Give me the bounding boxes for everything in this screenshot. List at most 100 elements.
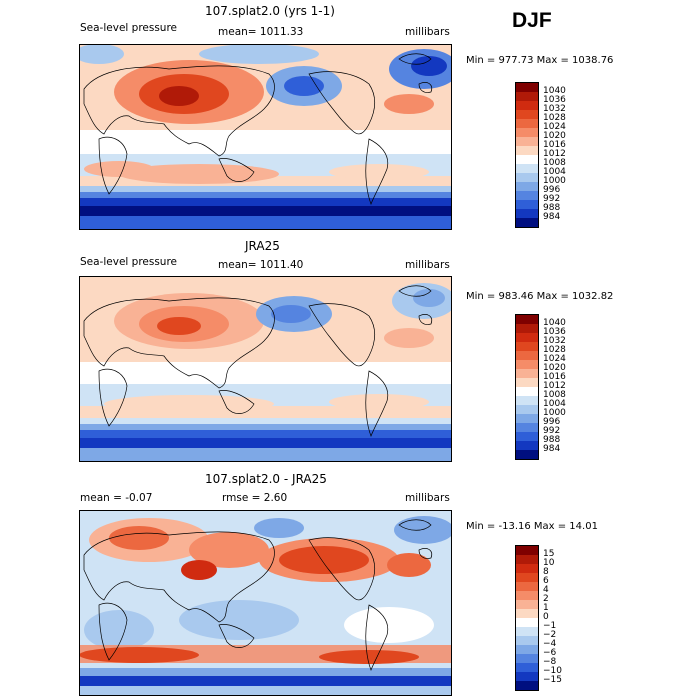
colorbar-tick-label: −1 xyxy=(543,621,557,631)
panel2-map-svg xyxy=(79,276,452,462)
map-feature xyxy=(411,56,447,76)
colorbar-swatch xyxy=(516,627,538,636)
colorbar-tick-label: 1024 xyxy=(543,354,566,364)
map-frame xyxy=(79,510,452,696)
colorbar-swatch xyxy=(516,324,538,333)
colorbar-tick-label: 1032 xyxy=(543,104,566,114)
colorbar-swatch xyxy=(516,164,538,173)
map-feature xyxy=(181,560,217,580)
colorbar-tick-label: 1020 xyxy=(543,363,566,373)
map-feature xyxy=(189,532,269,568)
colorbar-swatch xyxy=(516,423,538,432)
map-feature xyxy=(254,518,304,538)
map-feature xyxy=(159,86,199,106)
colorbar-tick-label: 992 xyxy=(543,426,561,436)
colorbar-swatches xyxy=(515,545,539,691)
colorbar-swatch xyxy=(516,200,538,209)
colorbar-swatch xyxy=(516,573,538,582)
map-band xyxy=(79,192,452,198)
coastlines xyxy=(83,53,433,205)
panel1-units: millibars xyxy=(405,26,450,38)
map-band xyxy=(79,216,452,230)
colorbar-tick-label: 1036 xyxy=(543,95,566,105)
panel3-rmse: rmse = 2.60 xyxy=(222,492,288,504)
map-band xyxy=(79,438,452,448)
colorbar-swatch xyxy=(516,654,538,663)
panel2-title: JRA25 xyxy=(245,239,280,253)
colorbar-swatch xyxy=(516,333,538,342)
colorbar-tick-label: −6 xyxy=(543,648,557,658)
colorbar-swatches xyxy=(515,314,539,460)
map-feature xyxy=(119,164,279,184)
map-feature xyxy=(157,317,201,335)
colorbar-tick-label: 1000 xyxy=(543,408,566,418)
colorbar-tick-label: 1004 xyxy=(543,399,566,409)
colorbar-tick-label: −10 xyxy=(543,666,562,676)
colorbar-swatch xyxy=(516,209,538,218)
colorbar-swatch xyxy=(516,645,538,654)
panel1-minmax: Min = 977.73 Max = 1038.76 xyxy=(466,55,614,66)
map-band xyxy=(79,418,452,424)
colorbar-tick-label: −2 xyxy=(543,630,557,640)
map-feature xyxy=(199,44,319,64)
colorbar-swatch xyxy=(516,555,538,564)
map-band xyxy=(79,362,452,384)
map-band xyxy=(79,198,452,206)
colorbar-swatch xyxy=(516,360,538,369)
colorbar-tick-label: 1040 xyxy=(543,318,566,328)
colorbar-tick-label: −4 xyxy=(543,639,557,649)
colorbar-tick-label: 996 xyxy=(543,417,561,427)
colorbar-swatches xyxy=(515,82,539,228)
colorbar-swatch xyxy=(516,591,538,600)
map-feature xyxy=(79,647,199,663)
colorbar-tick-label: 8 xyxy=(543,567,549,577)
colorbar-swatch xyxy=(516,618,538,627)
colorbar-tick-label: 1028 xyxy=(543,113,566,123)
panel3-title: 107.splat2.0 - JRA25 xyxy=(205,472,327,486)
panel2-variable: Sea-level pressure xyxy=(80,256,178,268)
map-feature xyxy=(329,394,429,410)
colorbar-tick-label: 984 xyxy=(543,444,561,454)
panel1-map xyxy=(79,44,452,230)
map-feature xyxy=(179,600,299,640)
panel1-title: 107.splat2.0 (yrs 1-1) xyxy=(205,4,335,18)
colorbar-tick-label: 984 xyxy=(543,212,561,222)
panel1-variable: Sea-level pressure xyxy=(80,22,178,34)
colorbar-swatch xyxy=(516,351,538,360)
colorbar-swatch xyxy=(516,681,538,690)
colorbar-tick-label: 1032 xyxy=(543,336,566,346)
panel2-mean: mean= 1011.40 xyxy=(218,259,304,271)
panel3-map-svg xyxy=(79,510,452,696)
map-feature xyxy=(384,94,434,114)
colorbar-swatch xyxy=(516,387,538,396)
map-feature xyxy=(84,610,154,650)
panel3-units: millibars xyxy=(405,492,450,504)
colorbar-tick-label: 1040 xyxy=(543,86,566,96)
panel3-map xyxy=(79,510,452,696)
map-band xyxy=(79,186,452,192)
colorbar-tick-label: 6 xyxy=(543,576,549,586)
colorbar-tick-label: 1012 xyxy=(543,381,566,391)
map-feature xyxy=(271,305,311,323)
colorbar-swatch xyxy=(516,414,538,423)
colorbar-swatch xyxy=(516,441,538,450)
map-feature xyxy=(387,553,431,577)
panel2-minmax: Min = 983.46 Max = 1032.82 xyxy=(466,291,614,302)
colorbar-swatch xyxy=(516,110,538,119)
colorbar-swatch xyxy=(516,218,538,227)
map-frame xyxy=(79,44,452,230)
colorbar-tick-label: 1008 xyxy=(543,158,566,168)
map-band xyxy=(79,424,452,430)
colorbar-tick-label: 1016 xyxy=(543,372,566,382)
colorbar-swatch xyxy=(516,146,538,155)
colorbar-swatch xyxy=(516,636,538,645)
colorbar-swatch xyxy=(516,369,538,378)
colorbar-tick-label: 1004 xyxy=(543,167,566,177)
colorbar-swatch xyxy=(516,155,538,164)
colorbar-swatch xyxy=(516,405,538,414)
panel1-mean: mean= 1011.33 xyxy=(218,26,304,38)
colorbar-swatch xyxy=(516,173,538,182)
colorbar-swatch xyxy=(516,609,538,618)
colorbar-tick-label: 2 xyxy=(543,594,549,604)
colorbar-tick-label: 1000 xyxy=(543,176,566,186)
